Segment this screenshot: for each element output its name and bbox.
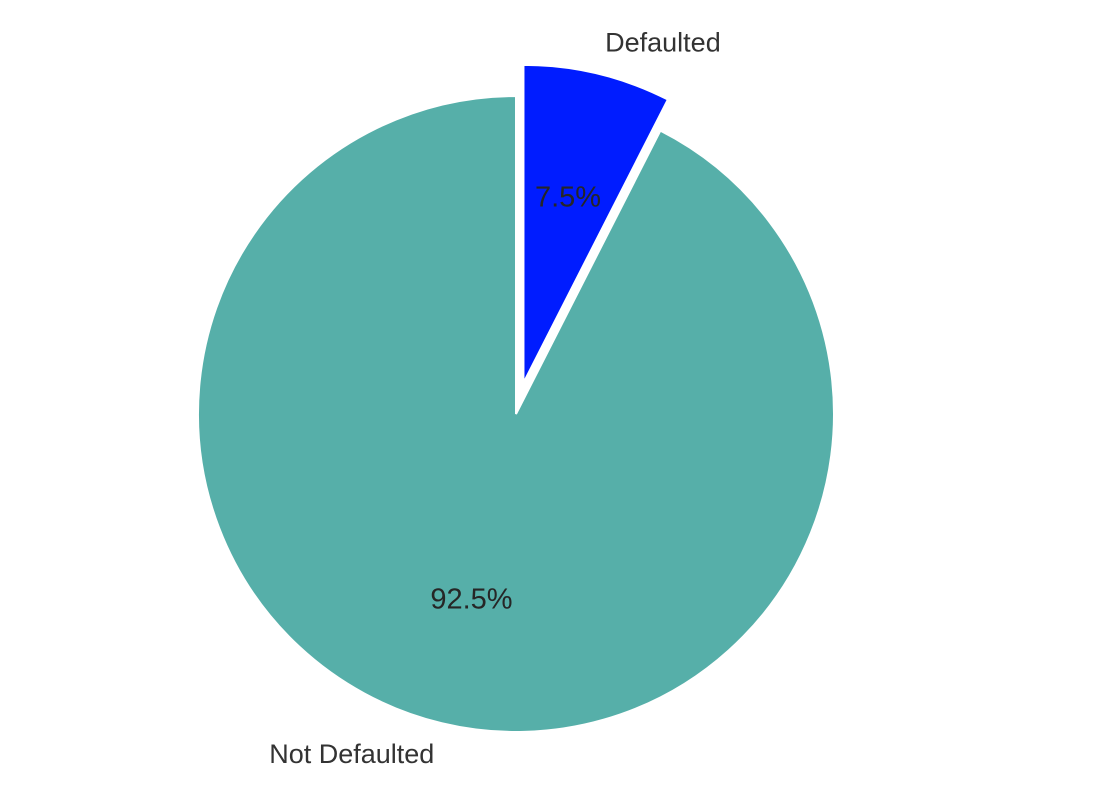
pie-pct-label: 92.5% [430,584,512,616]
pie-slice-not-defaulted [197,94,835,733]
pie-pct-label: 7.5% [535,181,601,213]
pie-slice-label: Not Defaulted [269,739,434,769]
labels-layer: 92.5% Not Defaulted 7.5% Defaulted [269,28,720,769]
pie-slice-defaulted [522,63,670,384]
pie-slice-label: Defaulted [605,28,721,58]
slices-layer [197,63,835,733]
